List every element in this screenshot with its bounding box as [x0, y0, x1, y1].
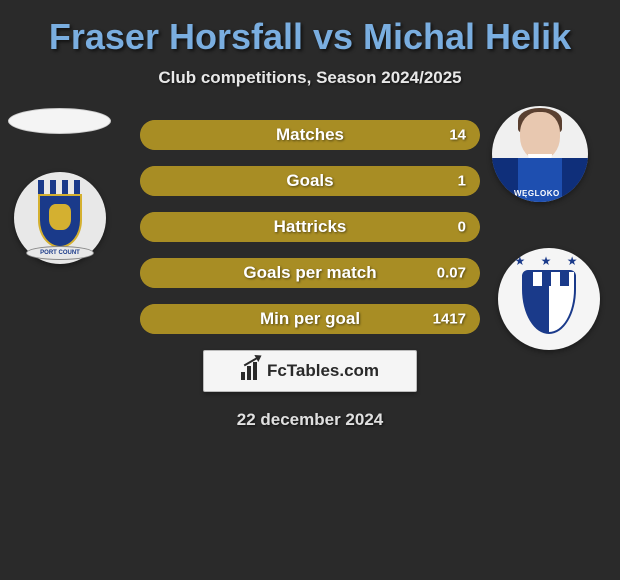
- comparison-card: Fraser Horsfall vs Michal Helik Club com…: [0, 0, 620, 440]
- player1-club-badge: PORT COUNT: [14, 172, 106, 264]
- club2-shield-icon: [522, 270, 576, 334]
- snapshot-date: 22 december 2024: [0, 410, 620, 430]
- stat-value-right: 14: [449, 127, 466, 144]
- club2-stars-icon: ★ ★ ★: [498, 254, 600, 268]
- stat-value-right: 1417: [433, 311, 466, 328]
- chart-arrow-icon: [241, 362, 261, 380]
- stat-label: Hattricks: [274, 217, 347, 237]
- player2-avatar: WĘGLOKO: [492, 106, 588, 202]
- player1-avatar: [8, 108, 111, 134]
- player2-club-badge: ★ ★ ★: [498, 248, 600, 350]
- stat-value-right: 1: [458, 173, 466, 190]
- stat-label: Matches: [276, 125, 344, 145]
- stat-bar: Hattricks 0: [140, 212, 480, 242]
- club1-banner: PORT COUNT: [26, 246, 94, 260]
- fctables-logo[interactable]: FcTables.com: [203, 350, 417, 392]
- logo-text: FcTables.com: [267, 361, 379, 381]
- player2-shirt-sponsor: WĘGLOKO: [514, 189, 560, 198]
- page-subtitle: Club competitions, Season 2024/2025: [0, 68, 620, 88]
- stat-bar: Matches 14: [140, 120, 480, 150]
- page-title: Fraser Horsfall vs Michal Helik: [0, 16, 620, 58]
- stat-bar: Goals 1: [140, 166, 480, 196]
- stat-bar: Goals per match 0.07: [140, 258, 480, 288]
- stats-area: PORT COUNT WĘGLOKO ★ ★ ★ Matches 14 Goals 1…: [0, 120, 620, 334]
- stat-bars: Matches 14 Goals 1 Hattricks 0 Goals per match…: [140, 120, 480, 334]
- stat-label: Min per goal: [260, 309, 360, 329]
- club1-crest-icon: PORT COUNT: [30, 180, 90, 256]
- stat-value-right: 0.07: [437, 265, 466, 282]
- stat-bar: Min per goal 1417: [140, 304, 480, 334]
- stat-label: Goals per match: [243, 263, 376, 283]
- stat-value-right: 0: [458, 219, 466, 236]
- stat-label: Goals: [286, 171, 333, 191]
